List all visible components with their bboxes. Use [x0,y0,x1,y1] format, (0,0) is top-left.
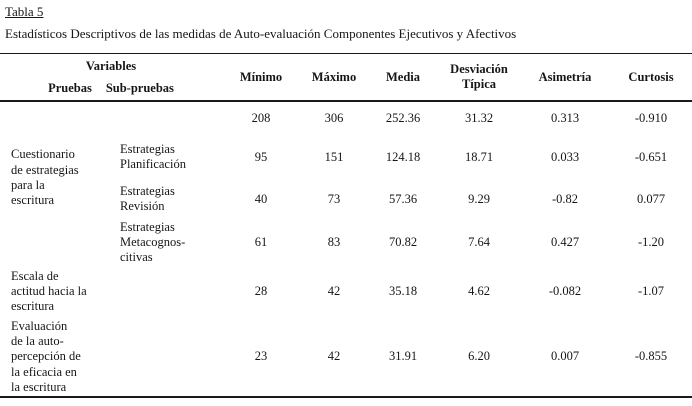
subprueba-label [110,317,222,397]
table-row: Estrategias Metacognos- citivas 61 83 70.82… [0,219,692,265]
table-row: Escala de actitud hacia la escritura 28 42… [0,265,692,317]
subprueba-label [110,265,222,317]
table-row: Cuestionario de estrategias para la escr… [0,135,692,207]
value-minimo: 61 [254,234,268,249]
value-desviacion-tipica: 31.32 [464,111,494,126]
variables-label: Variables [85,58,137,73]
value-asimetria: 0.033 [550,149,580,164]
pruebas-label: Pruebas [48,80,92,95]
value-maximo: 83 [327,234,341,249]
value-minimo: 23 [254,349,268,364]
value-media: 252.36 [385,111,421,126]
column-header-asimetria: Asimetría [520,53,610,103]
statistics-table: Variables Pruebas Sub-pruebas Mínimo Máx… [0,52,692,399]
table-row: 208 306 252.36 31.32 0.313 -0.910 [0,101,692,135]
subprueba-label: Estrategias Metacognos- citivas [120,219,186,265]
prueba-label: Cuestionario de estrategias para la escr… [11,147,79,208]
value-media: 31.91 [388,349,418,364]
prueba-label [0,101,110,135]
table-row: Estrategias Revisión 40 73 57.36 9.29 -0.82 0.… [0,179,692,219]
value-minimo: 95 [254,149,268,164]
value-asimetria: 0.427 [550,234,580,249]
column-header-minimo: Mínimo [222,53,300,103]
value-desviacion-tipica: 6.20 [468,349,490,364]
value-maximo: 73 [327,191,341,206]
header-row: Variables Pruebas Sub-pruebas Mínimo Máx… [0,53,692,103]
value-maximo: 151 [324,149,344,164]
value-minimo: 28 [254,283,268,298]
value-asimetria: -0.82 [551,191,579,206]
value-curtosis: -0.855 [634,349,668,364]
value-media: 57.36 [388,191,418,206]
value-desviacion-tipica: 4.62 [468,283,490,298]
value-desviacion-tipica: 7.64 [468,234,490,249]
column-header-media: Media [368,53,438,103]
column-header-curtosis: Curtosis [610,53,692,103]
value-curtosis: -1.20 [637,234,665,249]
value-asimetria: -0.082 [548,283,582,298]
table-subtitle: Estadísticos Descriptivos de las medidas… [5,25,517,41]
table-row: Evaluación de la auto- percepción de la … [0,317,692,397]
table-body: 208 306 252.36 31.32 0.313 -0.910 Cuestionario… [0,101,692,397]
value-minimo: 208 [251,111,271,126]
value-curtosis: -0.910 [634,111,668,126]
value-maximo: 42 [327,283,341,298]
value-media: 70.82 [388,234,418,249]
value-desviacion-tipica: 9.29 [468,191,490,206]
value-curtosis: -0.651 [634,149,668,164]
subprueba-label: Estrategias Planificación [120,142,186,172]
value-asimetria: 0.313 [550,111,580,126]
value-curtosis: -1.07 [637,283,665,298]
value-desviacion-tipica: 18.71 [464,149,494,164]
value-curtosis: 0.077 [636,191,666,206]
value-media: 35.18 [388,283,418,298]
subprueba-label [110,101,222,135]
value-media: 124.18 [385,149,421,164]
variables-header-cell: Variables Pruebas Sub-pruebas [0,53,222,103]
column-header-desviacion-tipica: Desviación Típica [438,53,520,103]
value-maximo: 306 [324,111,344,126]
table-title: Tabla 5 [5,4,44,19]
value-asimetria: 0.007 [550,349,580,364]
subprueba-label: Estrategias Revisión [120,184,175,214]
column-header-maximo: Máximo [300,53,368,103]
value-maximo: 42 [327,349,341,364]
subpruebas-label: Sub-pruebas [105,80,174,95]
prueba-label: Evaluación de la auto- percepción de la … [11,318,81,394]
prueba-label: Escala de actitud hacia la escritura [11,268,87,314]
value-minimo: 40 [254,191,268,206]
